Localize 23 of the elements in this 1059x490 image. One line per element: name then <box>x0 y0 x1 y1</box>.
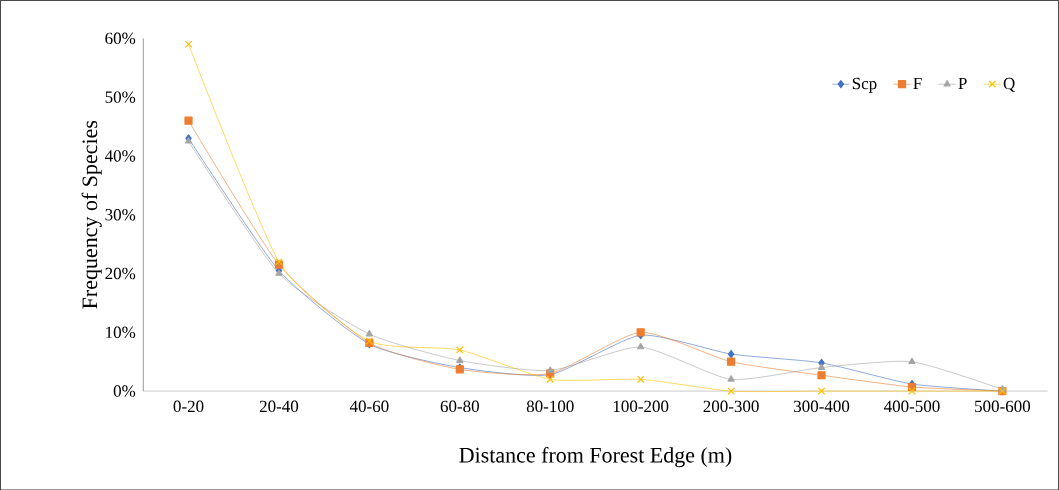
x-tick-label: 20-40 <box>259 400 299 412</box>
y-axis-title: Frequency of Species <box>81 120 102 309</box>
y-tick-label: 30% <box>105 208 136 221</box>
legend-label: F <box>913 77 922 89</box>
x-tick-label: 400-500 <box>883 400 940 412</box>
legend-label: Scp <box>852 77 877 93</box>
legend-label: Q <box>1003 77 1015 92</box>
x-tick-label: 300-400 <box>794 400 850 412</box>
y-tick-label: 50% <box>105 91 136 103</box>
x-axis-title: Distance from Forest Edge (m) <box>459 446 732 467</box>
legend-label: P <box>958 77 967 89</box>
y-tick-label: 10% <box>106 326 136 338</box>
y-tick-label: 60% <box>105 32 136 44</box>
y-tick-label: 20% <box>105 267 136 280</box>
x-tick-label: 0-20 <box>173 400 204 412</box>
x-tick-label: 100-200 <box>613 400 669 412</box>
y-tick-label: 0% <box>113 385 136 397</box>
x-tick-label: 80-100 <box>526 400 574 412</box>
y-tick-label: 40% <box>104 149 136 162</box>
x-tick-label: 200-300 <box>703 400 759 412</box>
x-tick-label: 40-60 <box>349 400 389 412</box>
x-tick-label: 500-600 <box>975 400 1031 412</box>
x-tick-label: 60-80 <box>440 400 479 412</box>
